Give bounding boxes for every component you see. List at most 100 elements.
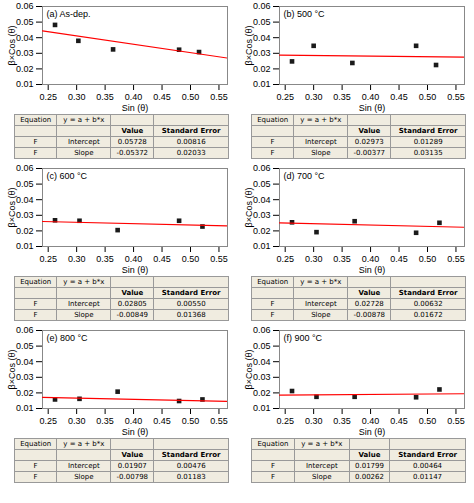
svg-text:0.02: 0.02 — [16, 388, 34, 398]
svg-text:0.35: 0.35 — [96, 416, 114, 426]
svg-text:0.35: 0.35 — [333, 254, 351, 264]
svg-text:0.45: 0.45 — [153, 416, 171, 426]
svg-text:0.50: 0.50 — [419, 92, 437, 102]
svg-text:Sin (θ): Sin (θ) — [359, 103, 386, 113]
html-text:Standard Error: Standard Error — [161, 127, 221, 135]
svg-text:0.30: 0.30 — [305, 254, 323, 264]
svg-text:0.40: 0.40 — [125, 92, 143, 102]
svg-text:0.40: 0.40 — [125, 416, 143, 426]
svg-text:Sin (θ): Sin (θ) — [122, 427, 149, 437]
svg-text:0.45: 0.45 — [390, 92, 408, 102]
svg-text:0.55: 0.55 — [447, 92, 465, 102]
svg-text:0.02: 0.02 — [253, 64, 271, 74]
svg-text:0.04: 0.04 — [253, 33, 271, 43]
svg-text:0.01: 0.01 — [16, 241, 34, 251]
svg-text:0.05: 0.05 — [16, 341, 34, 351]
svg-text:β×Cos (θ): β×Cos (θ) — [7, 350, 17, 390]
svg-text:0.04: 0.04 — [253, 357, 271, 367]
svg-text:0.50: 0.50 — [419, 416, 437, 426]
svg-text:0.05: 0.05 — [16, 179, 34, 189]
svg-text:(b) 500 °C: (b) 500 °C — [284, 9, 326, 19]
svg-text:β×Cos (θ): β×Cos (θ) — [244, 188, 254, 228]
svg-text:0.06: 0.06 — [253, 1, 271, 11]
svg-text:0.30: 0.30 — [68, 416, 86, 426]
svg-text:0.30: 0.30 — [305, 92, 323, 102]
svg-text:0.03: 0.03 — [253, 48, 271, 58]
svg-text:0.04: 0.04 — [16, 357, 34, 367]
svg-text:0.30: 0.30 — [68, 92, 86, 102]
svg-text:0.35: 0.35 — [96, 92, 114, 102]
html-text:y = a + b*x: y = a + b*x — [63, 116, 105, 124]
svg-text:0.30: 0.30 — [68, 254, 86, 264]
svg-text:0.06: 0.06 — [16, 1, 34, 11]
svg-text:0.40: 0.40 — [362, 416, 380, 426]
svg-text:0.50: 0.50 — [182, 254, 200, 264]
svg-text:(c) 600 °C: (c) 600 °C — [47, 171, 88, 181]
svg-text:0.04: 0.04 — [16, 195, 34, 205]
svg-text:0.05: 0.05 — [253, 341, 271, 351]
svg-text:0.06: 0.06 — [253, 163, 271, 173]
svg-text:0.25: 0.25 — [276, 92, 294, 102]
svg-text:Sin (θ): Sin (θ) — [122, 103, 149, 113]
svg-text:Sin (θ): Sin (θ) — [122, 265, 149, 275]
svg-text:0.01: 0.01 — [253, 241, 271, 251]
svg-text:0.03: 0.03 — [253, 372, 271, 382]
svg-text:0.40: 0.40 — [362, 254, 380, 264]
svg-text:β×Cos (θ): β×Cos (θ) — [244, 26, 254, 66]
svg-text:0.45: 0.45 — [390, 254, 408, 264]
svg-text:0.45: 0.45 — [153, 92, 171, 102]
svg-text:0.25: 0.25 — [276, 254, 294, 264]
svg-text:(e) 800 °C: (e) 800 °C — [47, 333, 89, 343]
svg-text:0.06: 0.06 — [253, 325, 271, 335]
svg-text:0.03: 0.03 — [16, 48, 34, 58]
html-text:Value: Value — [121, 127, 144, 135]
svg-text:0.40: 0.40 — [125, 254, 143, 264]
svg-text:0.04: 0.04 — [253, 195, 271, 205]
svg-text:0.30: 0.30 — [305, 416, 323, 426]
svg-text:Sin (θ): Sin (θ) — [359, 427, 386, 437]
svg-text:0.50: 0.50 — [182, 92, 200, 102]
svg-text:0.03: 0.03 — [16, 372, 34, 382]
svg-text:(f) 900 °C: (f) 900 °C — [284, 333, 323, 343]
svg-text:0.06: 0.06 — [16, 325, 34, 335]
svg-text:0.45: 0.45 — [153, 254, 171, 264]
svg-text:0.05: 0.05 — [253, 17, 271, 27]
svg-text:0.02: 0.02 — [16, 226, 34, 236]
svg-text:0.50: 0.50 — [182, 416, 200, 426]
svg-text:0.45: 0.45 — [390, 416, 408, 426]
svg-text:0.35: 0.35 — [333, 92, 351, 102]
svg-text:0.55: 0.55 — [210, 416, 228, 426]
svg-text:Sin (θ): Sin (θ) — [359, 265, 386, 275]
svg-text:0.25: 0.25 — [276, 416, 294, 426]
svg-text:0.02: 0.02 — [253, 226, 271, 236]
svg-text:0.25: 0.25 — [39, 254, 57, 264]
svg-text:0.02: 0.02 — [253, 388, 271, 398]
svg-text:0.01: 0.01 — [253, 403, 271, 413]
svg-text:0.06: 0.06 — [16, 163, 34, 173]
svg-text:0.03: 0.03 — [253, 210, 271, 220]
svg-text:0.04: 0.04 — [16, 33, 34, 43]
svg-text:0.55: 0.55 — [210, 92, 228, 102]
svg-text:(d) 700 °C: (d) 700 °C — [284, 171, 326, 181]
svg-text:0.55: 0.55 — [447, 416, 465, 426]
svg-text:0.50: 0.50 — [419, 254, 437, 264]
svg-text:0.01: 0.01 — [16, 403, 34, 413]
svg-text:0.01: 0.01 — [253, 79, 271, 89]
svg-text:0.55: 0.55 — [447, 254, 465, 264]
svg-text:0.35: 0.35 — [96, 254, 114, 264]
svg-text:β×Cos (θ): β×Cos (θ) — [7, 26, 17, 66]
svg-text:0.05: 0.05 — [16, 17, 34, 27]
svg-text:0.25: 0.25 — [39, 416, 57, 426]
svg-text:β×Cos (θ): β×Cos (θ) — [244, 350, 254, 390]
svg-text:0.35: 0.35 — [333, 416, 351, 426]
svg-text:0.02: 0.02 — [16, 64, 34, 74]
svg-text:(a) As-dep.: (a) As-dep. — [47, 9, 91, 19]
svg-text:0.55: 0.55 — [210, 254, 228, 264]
svg-text:0.01: 0.01 — [16, 79, 34, 89]
svg-text:0.05: 0.05 — [253, 179, 271, 189]
html-text:Equation: Equation — [20, 116, 52, 124]
svg-text:0.03: 0.03 — [16, 210, 34, 220]
svg-text:β×Cos (θ): β×Cos (θ) — [7, 188, 17, 228]
svg-text:0.40: 0.40 — [362, 92, 380, 102]
svg-text:0.25: 0.25 — [39, 92, 57, 102]
